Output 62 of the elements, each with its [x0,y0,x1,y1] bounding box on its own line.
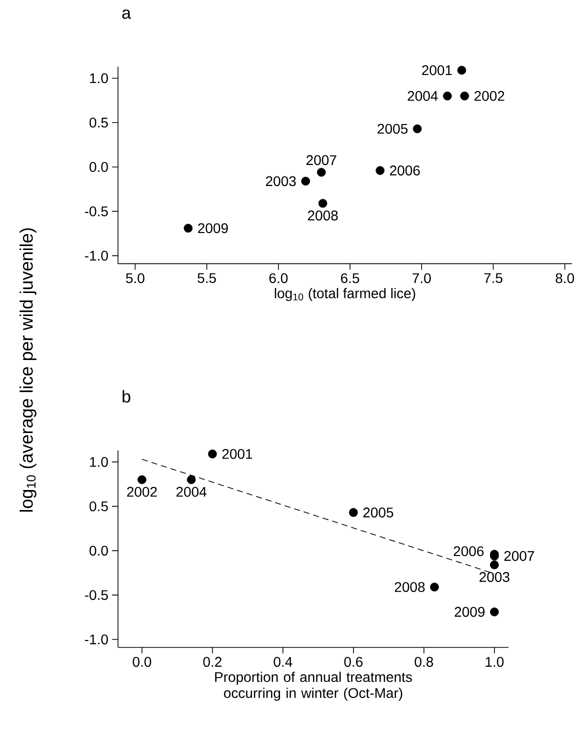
point [376,166,384,175]
x-axis-title: log$_{10}$ (total farmed lice) [274,288,416,302]
y-tick-label: -0.5 [84,206,108,216]
x-tick-label: 0.2 [203,656,222,667]
chart-title: a [122,10,131,19]
annotation: 2002 [474,91,504,101]
y-tick-label: -1.0 [84,634,108,644]
point [412,124,422,134]
y-tick-label: 0.0 [90,162,108,172]
annotation: 2004 [408,91,438,101]
x-tick-label: 1.0 [486,656,504,667]
x-tick-label: 0.0 [132,656,152,667]
y-tick-label: -1.0 [84,250,108,261]
point [186,475,196,484]
point [457,66,466,75]
point [430,582,439,592]
x-tick-label: 0.8 [414,656,434,667]
y-tick-label: 1.0 [90,73,108,84]
point [208,450,217,458]
x-tick-label: 5.5 [198,273,216,283]
annotation: 2001 [422,65,452,76]
annotation: 2009 [198,223,228,234]
y-axis-title: log$_{10}$ (average lice per wild juvenile) [20,228,36,512]
point [184,224,193,233]
x-tick-label: 6.0 [269,273,288,284]
annotation: 2006 [390,166,420,176]
y-tick-label: 1.0 [90,456,108,467]
annotation: 2001 [222,448,252,459]
point [490,608,499,616]
annotation: 2007 [504,551,534,561]
y-tick-label: 0.5 [90,501,108,512]
point [460,92,469,100]
x-tick-label: 7.5 [484,273,502,283]
point [490,560,499,570]
annotation: 2005 [363,508,394,518]
y-tick-label: -0.5 [84,590,108,600]
annotation: 2004 [176,486,206,497]
x-tick-label: 6.5 [340,273,360,284]
chart-title: b [122,390,130,403]
x-tick-label: 0.4 [274,656,292,667]
annotation: 2006 [454,546,484,556]
y-tick-label: 0.5 [90,118,108,128]
x-tick-label: 8.0 [556,273,574,284]
annotation: 2009 [454,606,485,617]
point [443,92,452,100]
point [138,475,146,484]
point [318,198,328,208]
point [301,176,310,186]
annotation: 2002 [127,486,157,497]
point [349,508,358,517]
annotation: 2007 [306,155,336,166]
x-tick-label: 0.6 [344,656,363,667]
annotation: 2008 [394,582,425,592]
x-tick-label: 5.0 [126,273,144,284]
x-tick-label: 7.0 [412,273,431,284]
annotation: 2005 [378,124,408,134]
annotation: 2003 [266,176,296,186]
point [316,168,326,177]
y-tick-label: 0.0 [90,546,108,556]
annotation: 2003 [480,572,510,582]
x-axis-title: Proportion of annual treatments occurring in winter (Oct-Mar) [215,672,412,701]
annotation: 2008 [308,210,338,220]
